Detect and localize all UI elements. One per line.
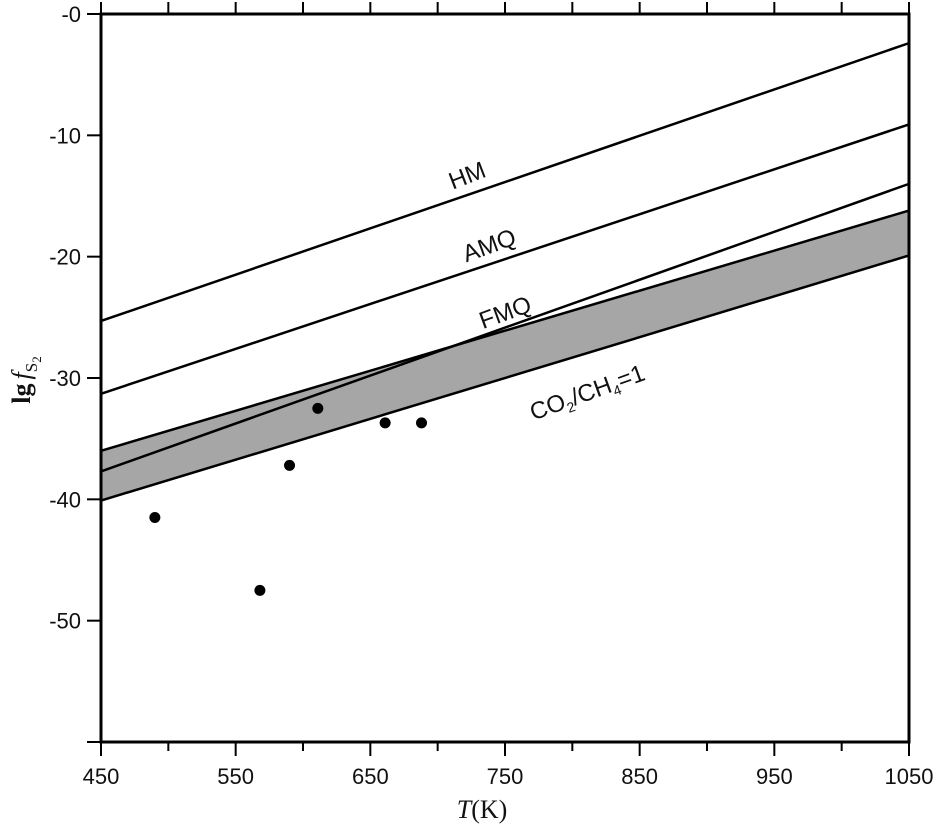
y-axis-subsub: 2 (29, 356, 44, 363)
y-tick-label: -30 (49, 366, 81, 391)
y-tick-label: -10 (49, 123, 81, 148)
y-axis-prefix: lg (7, 383, 36, 403)
x-tick-label: 550 (217, 764, 254, 789)
y-axis-title: lg fS2 (7, 356, 44, 403)
data-points (149, 402, 428, 596)
axis-ticks (87, 2, 910, 756)
x-tick-label: 950 (756, 764, 793, 789)
y-tick-label: -50 (49, 609, 81, 634)
y-tick-label: -40 (49, 487, 81, 512)
x-axis-title: T(K) (457, 795, 508, 824)
band-label-ch: /CH (567, 372, 615, 412)
y-tick-label: -0 (61, 2, 81, 27)
x-tick-label: 450 (83, 764, 120, 789)
line-hm (100, 41, 910, 323)
x-tick-label: 750 (487, 764, 524, 789)
band-label-co: CO (526, 389, 569, 427)
data-point (149, 512, 161, 524)
x-axis-unit: (K) (471, 795, 507, 824)
x-axis-var: T (457, 795, 473, 824)
line-fmq (100, 182, 910, 473)
data-point (312, 402, 324, 414)
y-axis-sub: S (22, 363, 41, 372)
y-axis-var: f (7, 368, 36, 379)
line-amq (100, 123, 910, 395)
data-point (254, 584, 266, 596)
tick-labels: 450 550 650 750 850 950 1050 -0 -10 -20 -30 -40 -50 (49, 2, 933, 789)
data-point (284, 459, 296, 471)
data-point (379, 417, 391, 429)
series-lines (100, 41, 910, 473)
x-tick-label: 1050 (885, 764, 934, 789)
label-co2-ch4: CO2/CH4=1 (526, 360, 649, 428)
y-tick-label: -20 (49, 245, 81, 270)
x-tick-label: 850 (621, 764, 658, 789)
x-tick-label: 650 (352, 764, 389, 789)
label-amq: AMQ (459, 224, 520, 268)
data-point (416, 417, 428, 429)
